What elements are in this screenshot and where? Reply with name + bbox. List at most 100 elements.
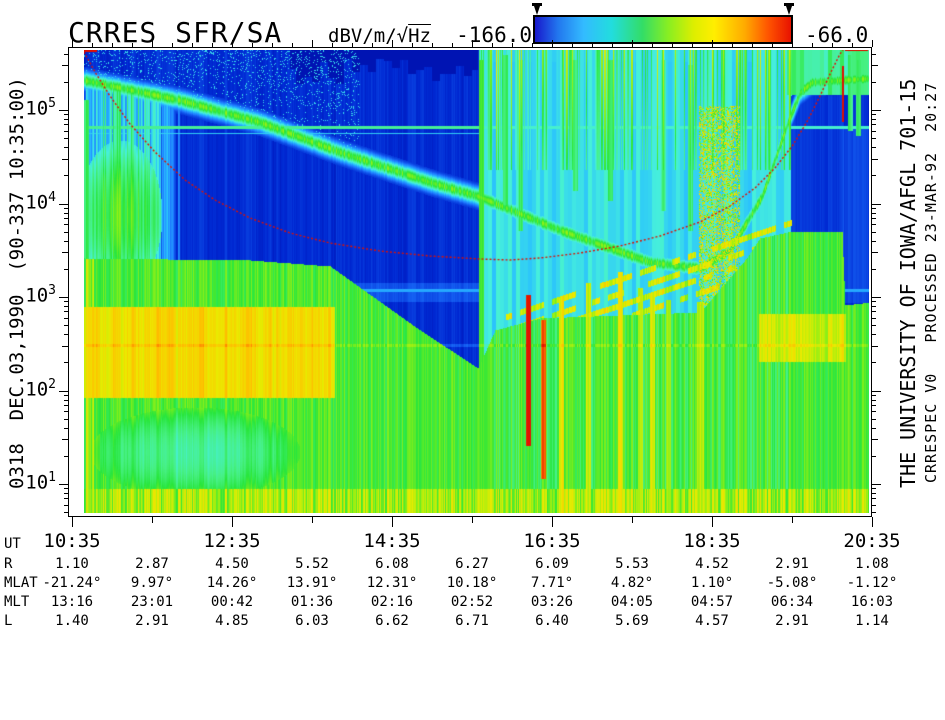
tick: [452, 43, 453, 47]
tick: [872, 362, 876, 363]
university-label: THE UNIVERSITY OF IOWA/AFGL 701-15: [896, 78, 920, 488]
ephemeris-value: 02:16: [370, 594, 414, 610]
tick: [872, 82, 876, 83]
ephemeris-value: 5.52: [295, 556, 329, 572]
tick: [872, 224, 876, 225]
y-axis-line: [68, 47, 69, 517]
ephemeris-value: 1.40: [55, 613, 89, 629]
ephemeris-value: 5.53: [615, 556, 649, 572]
tick: [632, 517, 633, 523]
ephemeris-value: 12.31°: [366, 575, 418, 591]
ut-tick-label: 10:35: [43, 530, 101, 552]
tick: [232, 517, 233, 527]
tick: [59, 297, 68, 298]
tick: [64, 334, 68, 335]
tick: [64, 512, 68, 513]
tick: [132, 43, 133, 47]
tick: [872, 213, 876, 214]
tick: [872, 419, 876, 420]
ephemeris-value: 1.08: [855, 556, 889, 572]
ephemeris-value: 13:16: [50, 594, 94, 610]
processing-label: CRRESPEC V0 PROCESSED 23-MAR-92 20:27: [922, 81, 940, 484]
tick: [492, 43, 493, 47]
x-axis-line: [68, 516, 872, 517]
tick: [552, 40, 553, 47]
tick: [872, 517, 873, 527]
tick: [62, 439, 68, 440]
units-prefix: dBV/m/√: [328, 25, 409, 47]
ephemeris-value: 16:03: [850, 594, 894, 610]
tick: [872, 252, 878, 253]
ephemeris-value: 6.03: [295, 613, 329, 629]
ephemeris-value: 4.57: [695, 613, 729, 629]
tick: [92, 43, 93, 47]
tick: [392, 517, 393, 527]
tick: [872, 269, 876, 270]
tick: [872, 131, 876, 132]
ephemeris-value: 2.87: [135, 556, 169, 572]
tick: [64, 405, 68, 406]
tick: [872, 241, 876, 242]
ephemeris-value: 1.10°: [690, 575, 734, 591]
tick: [872, 325, 876, 326]
ut-tick-label: 20:35: [843, 530, 901, 552]
tick: [332, 43, 333, 47]
tick: [872, 208, 876, 209]
tick: [64, 325, 68, 326]
tick: [532, 43, 533, 47]
ephemeris-value: 6.40: [535, 613, 569, 629]
tick: [392, 40, 393, 47]
ephemeris-row-label: MLT: [4, 594, 30, 610]
right-axis-line: [871, 47, 872, 517]
tick: [872, 306, 876, 307]
colorbar-min-label: -166.0: [456, 23, 532, 47]
tick: [872, 395, 876, 396]
tick: [512, 43, 513, 47]
tick: [59, 484, 68, 485]
x-axis-label: UT: [4, 536, 21, 552]
tick: [872, 65, 878, 66]
ephemeris-value: 6.27: [455, 556, 489, 572]
ephemeris-value: 1.10: [55, 556, 89, 572]
ephemeris-row-label: L: [4, 613, 13, 629]
tick: [872, 54, 876, 55]
tick: [752, 43, 753, 47]
tick: [872, 114, 876, 115]
tick: [64, 301, 68, 302]
tick: [252, 43, 253, 47]
ephemeris-value: 2.91: [775, 556, 809, 572]
tick: [872, 318, 876, 319]
tick: [872, 484, 881, 485]
ephemeris-value: 5.69: [615, 613, 649, 629]
tick: [872, 218, 876, 219]
tick: [852, 43, 853, 47]
tick: [59, 204, 68, 205]
tick: [312, 40, 313, 47]
tick: [292, 43, 293, 47]
tick: [872, 439, 878, 440]
ephemeris-value: 6.71: [455, 613, 489, 629]
tick: [352, 43, 353, 47]
ut-tick-label: 12:35: [203, 530, 261, 552]
tick: [64, 400, 68, 401]
ut-tick-label: 14:35: [363, 530, 421, 552]
ephemeris-value: 6.08: [375, 556, 409, 572]
units-radical-arg: Hz: [408, 25, 431, 47]
tick: [232, 40, 233, 47]
tick: [64, 124, 68, 125]
tick: [112, 43, 113, 47]
tick: [872, 119, 876, 120]
tick: [64, 306, 68, 307]
tick: [772, 43, 773, 47]
top-axis-line: [68, 47, 872, 48]
tick: [872, 110, 881, 111]
colorbar-max-label: -66.0: [805, 23, 869, 47]
ephemeris-value: 00:42: [210, 594, 254, 610]
tick: [64, 269, 68, 270]
tick: [64, 488, 68, 489]
ephemeris-value: 04:05: [610, 594, 654, 610]
tick: [64, 114, 68, 115]
ephemeris-value: 03:26: [530, 594, 574, 610]
spectrogram-canvas: [84, 50, 869, 513]
